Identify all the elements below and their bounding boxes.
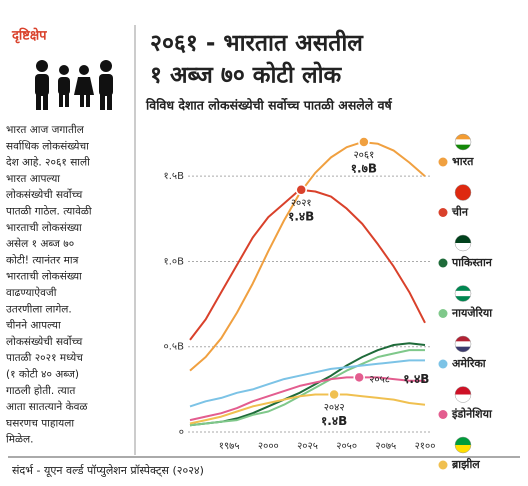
legend-label: अमेरिका [452,356,487,370]
peak-dot [328,388,340,401]
flag-border [454,285,472,302]
flag-stripe [455,394,471,403]
paragraph-line: असेल १ अब्ज ७० [6,237,74,250]
title-line: २०६१ - भारतात असतील [150,29,364,57]
annotation-year: २०६१ [353,150,374,161]
flag-border [454,386,472,403]
annotation-year: २०५८ [369,374,390,385]
legend-label: इंडोनेशिया [451,407,493,421]
paragraph-line: आता सातत्याने केवळ [6,400,88,413]
family-icon [35,60,113,110]
flag-stripe [455,285,471,292]
series-line [189,376,425,422]
paragraph-line: भारत आज जगातील [6,123,85,136]
series-line [189,393,426,425]
flag-stripe [455,341,471,348]
source: संदर्भ - यूएन वर्ल्ड पॉप्युलेशन प्रॉस्पे… [12,464,204,478]
flag-border [454,436,472,454]
flag-stripe [455,386,471,395]
x-tick-label: २०७५ [375,441,396,452]
flag [454,285,472,302]
flag-stripe [455,235,471,244]
legend-marker [438,460,448,470]
legend-marker [438,309,448,318]
annotation-year: २०४२ [324,402,345,413]
paragraph-line: भारताची लोकसंख्या [6,221,82,234]
peak-dot [358,136,370,148]
flag-stripe [455,144,471,150]
x-tick-label: २००० [258,441,279,452]
flag [454,335,472,353]
flag-stripe [455,243,471,251]
flag-stripe [455,437,471,446]
legend-marker [438,258,448,268]
flag-stripe [455,346,471,352]
flag-stripe [455,296,471,302]
y-tick-label: ० [179,427,184,438]
legend-marker [438,157,448,167]
peak-dot [353,371,365,384]
y-tick-label: १.५B [164,171,185,182]
flag-border [454,234,472,252]
flag-stripe [455,184,471,201]
flag-stripe [455,134,471,140]
paragraph-line: वाढण्याऐवजी [6,286,57,299]
flag [454,133,472,151]
flag-border [454,335,472,353]
subtitle: विविध देशात लोकसंख्येची सर्वोच्च पातळी अ… [145,98,393,113]
legend-marker [438,208,448,217]
paragraph-line: पातळी गाठेल. त्यावेळी [6,205,92,218]
annotation-value: १.७B [351,162,377,176]
paragraph-line: गाठली होती. त्यात [6,384,76,397]
flag-stripe [455,139,471,146]
x-tick-label: २०५० [336,441,357,452]
flag [454,436,472,454]
legend-label: ब्राझील [451,457,480,471]
x-tick-label: २०२५ [297,441,318,452]
y-tick-label: १.०B [164,256,185,267]
paragraph-line: सर्वाधिक लोकसंख्येचा [6,139,89,152]
legend-marker [438,410,448,419]
legend-label: चीन [451,205,469,219]
annotation-value: १.४B [321,414,347,428]
peak-dot [295,184,307,196]
x-tick-label: १९७५ [219,441,240,452]
series-line [189,188,426,341]
paragraph-line: भारत आपल्या [6,173,60,185]
legend-label: पाकिस्तान [451,255,493,269]
x-tick-label: २१०० [415,441,436,452]
flag-stripe [455,336,471,342]
annotation-year: २०२१ [291,198,312,209]
paragraph-line: पातळी २०२१ मध्येच [6,351,83,364]
flag-border [454,133,472,151]
paragraph-line: चीनने आपल्या [6,319,61,332]
paragraph-line: मिळेल. [6,433,33,446]
paragraph-line: लोकसंख्येची सर्वोच्च [6,335,83,348]
title-line: १ अब्ज ७० कोटी लोक [150,61,343,89]
annotation-value: १.४B [403,372,429,386]
flag [454,386,472,403]
flag-stripe [455,290,471,297]
legend-label: भारत [452,155,474,168]
legend-label: नायजेरिया [451,306,493,320]
paragraph-line: लोकसंख्येची सर्वोच्च [6,188,83,201]
flag [454,184,472,201]
paragraph-line: उतरणीला लागेल. [6,302,72,315]
flag-border [454,184,472,201]
y-tick-label: ०.५B [164,342,185,353]
paragraph-line: (१ कोटी ४० अब्ज) [6,368,79,381]
series-line [189,359,425,408]
legend-marker [438,359,448,369]
series-line [189,141,426,372]
flag [454,234,472,252]
paragraph-line: भारताची लोकसंख्या [6,270,82,283]
paragraph-line: देश आहे. २०६१ साली [6,156,90,169]
series-line [189,349,425,427]
flag-stripe [455,445,471,453]
paragraph-line: कोटी! त्यानंतर मात्र [6,253,79,266]
tag: दृष्टिक्षेप [11,28,47,44]
annotation-value: १.४B [288,209,314,223]
paragraph-line: घसरणच पाहायला [6,417,74,429]
